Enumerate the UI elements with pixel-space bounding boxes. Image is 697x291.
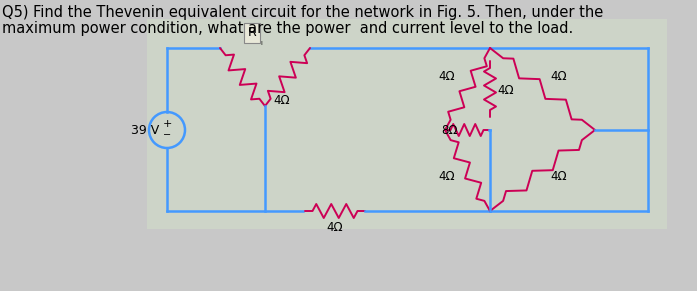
- Text: 4Ω: 4Ω: [438, 169, 455, 182]
- Text: Q5) Find the Thevenin equivalent circuit for the network in Fig. 5. Then, under : Q5) Find the Thevenin equivalent circuit…: [2, 6, 603, 20]
- Text: 4Ω: 4Ω: [550, 70, 567, 83]
- Text: 39 V: 39 V: [131, 123, 159, 136]
- Text: 8Ω: 8Ω: [441, 125, 458, 138]
- Text: 4Ω: 4Ω: [438, 70, 455, 83]
- Text: R: R: [247, 26, 256, 40]
- Text: 4Ω: 4Ω: [497, 84, 514, 97]
- Text: +: +: [162, 119, 171, 129]
- Text: ₗ: ₗ: [260, 37, 262, 47]
- Text: 4Ω: 4Ω: [273, 95, 290, 107]
- Text: −: −: [163, 130, 171, 140]
- Text: 4Ω: 4Ω: [327, 221, 344, 234]
- Text: maximum power condition, what are the power  and current level to the load.: maximum power condition, what are the po…: [2, 20, 573, 36]
- Text: 4Ω: 4Ω: [550, 169, 567, 182]
- Bar: [147, 19, 667, 229]
